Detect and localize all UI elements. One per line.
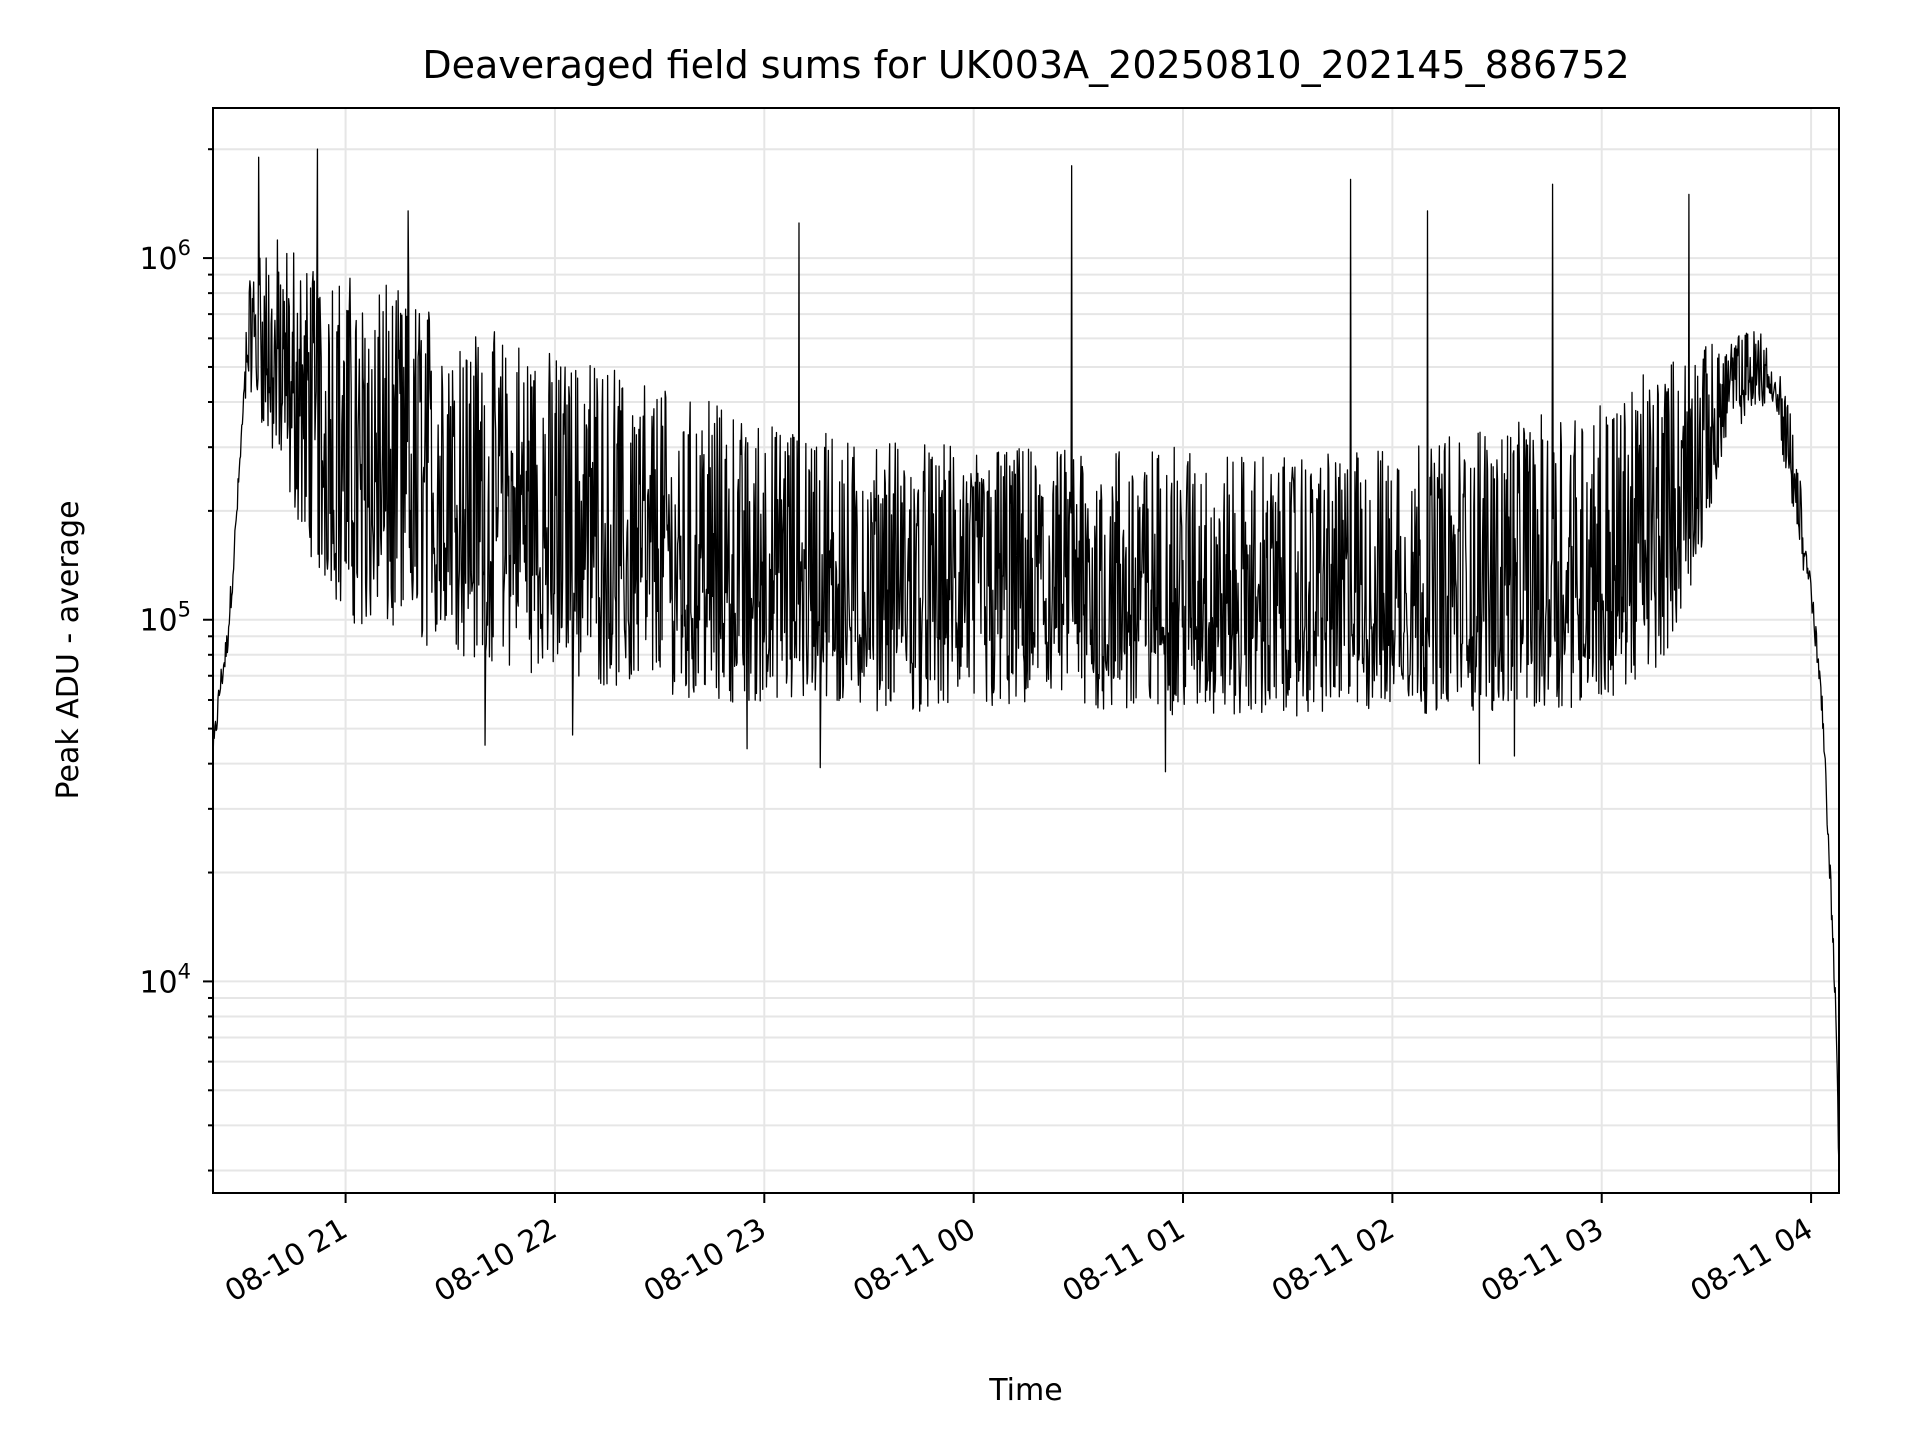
plot-frame — [212, 107, 1840, 1194]
y-tick-exponent: 4 — [178, 959, 191, 983]
y-tick-base: 10 — [139, 242, 177, 277]
series-line — [213, 148, 1839, 1165]
x-axis-label: Time — [988, 1373, 1062, 1408]
y-tick-base: 10 — [139, 965, 177, 1000]
y-axis-label: Peak ADU - average — [51, 500, 86, 799]
series-layer — [213, 148, 1839, 1165]
y-tick-exponent: 6 — [178, 236, 191, 260]
y-tick-label: 105 — [139, 598, 191, 639]
y-tick-exponent: 5 — [178, 598, 191, 622]
y-tick-label: 104 — [139, 959, 191, 1000]
y-tick-base: 10 — [139, 604, 177, 639]
y-tick-label: 106 — [139, 236, 191, 277]
chart-title: Deaveraged field sums for UK003A_2025081… — [422, 43, 1629, 87]
